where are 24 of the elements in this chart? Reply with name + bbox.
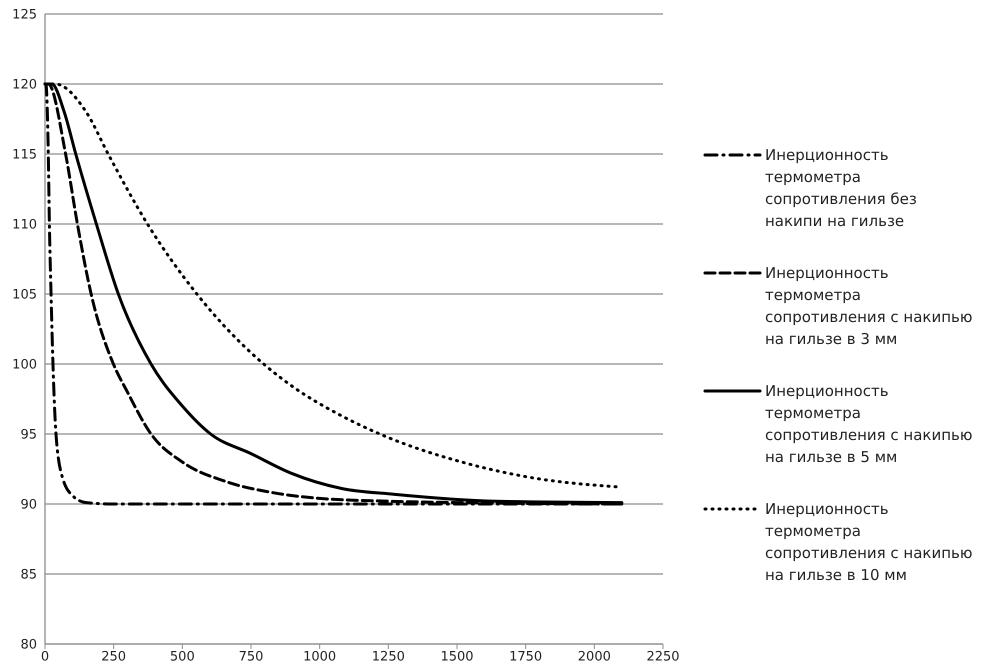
y-tick-label: 115: [12, 148, 37, 163]
legend-label: Инерционность термометра сопротивления с накипью на гильзе в 10 мм: [765, 500, 973, 584]
x-tick-label: 1750: [509, 649, 542, 664]
y-tick-label: 85: [20, 568, 37, 583]
y-tick-label: 90: [20, 498, 37, 513]
x-tick-label: 2250: [646, 649, 680, 664]
y-tick-label: 95: [20, 428, 37, 443]
x-tick-label: 500: [170, 649, 195, 664]
x-tick-label: 0: [40, 649, 50, 664]
x-tick-label: 250: [101, 649, 126, 664]
y-tick-label: 100: [12, 358, 37, 373]
y-tick-label: 120: [12, 78, 37, 93]
legend-label: Инерционность термометра сопротивления с накипью на гильзе в 3 мм: [765, 264, 973, 348]
legend-label: Инерционность термометра сопротивления без накипи на гильзе: [765, 146, 917, 230]
x-tick-label: 1250: [372, 649, 405, 664]
x-tick-label: 750: [238, 649, 264, 664]
x-tick-label: 1500: [440, 649, 474, 664]
y-tick-label: 105: [12, 288, 37, 303]
legend-label: Инерционность термометра сопротивления с накипью на гильзе в 5 мм: [765, 382, 973, 466]
x-tick-label: 1000: [303, 649, 336, 664]
y-tick-label: 110: [12, 218, 37, 233]
x-tick-label: 2000: [578, 649, 611, 664]
y-tick-label: 80: [20, 638, 37, 653]
y-tick-label: 125: [12, 8, 37, 23]
